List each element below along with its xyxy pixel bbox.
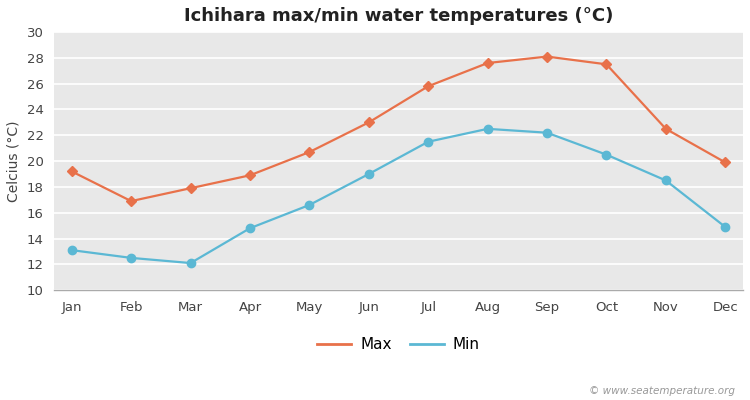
Y-axis label: Celcius (°C): Celcius (°C) bbox=[7, 120, 21, 202]
Text: © www.seatemperature.org: © www.seatemperature.org bbox=[589, 386, 735, 396]
Title: Ichihara max/min water temperatures (°C): Ichihara max/min water temperatures (°C) bbox=[184, 7, 614, 25]
Legend: Max, Min: Max, Min bbox=[311, 331, 486, 358]
